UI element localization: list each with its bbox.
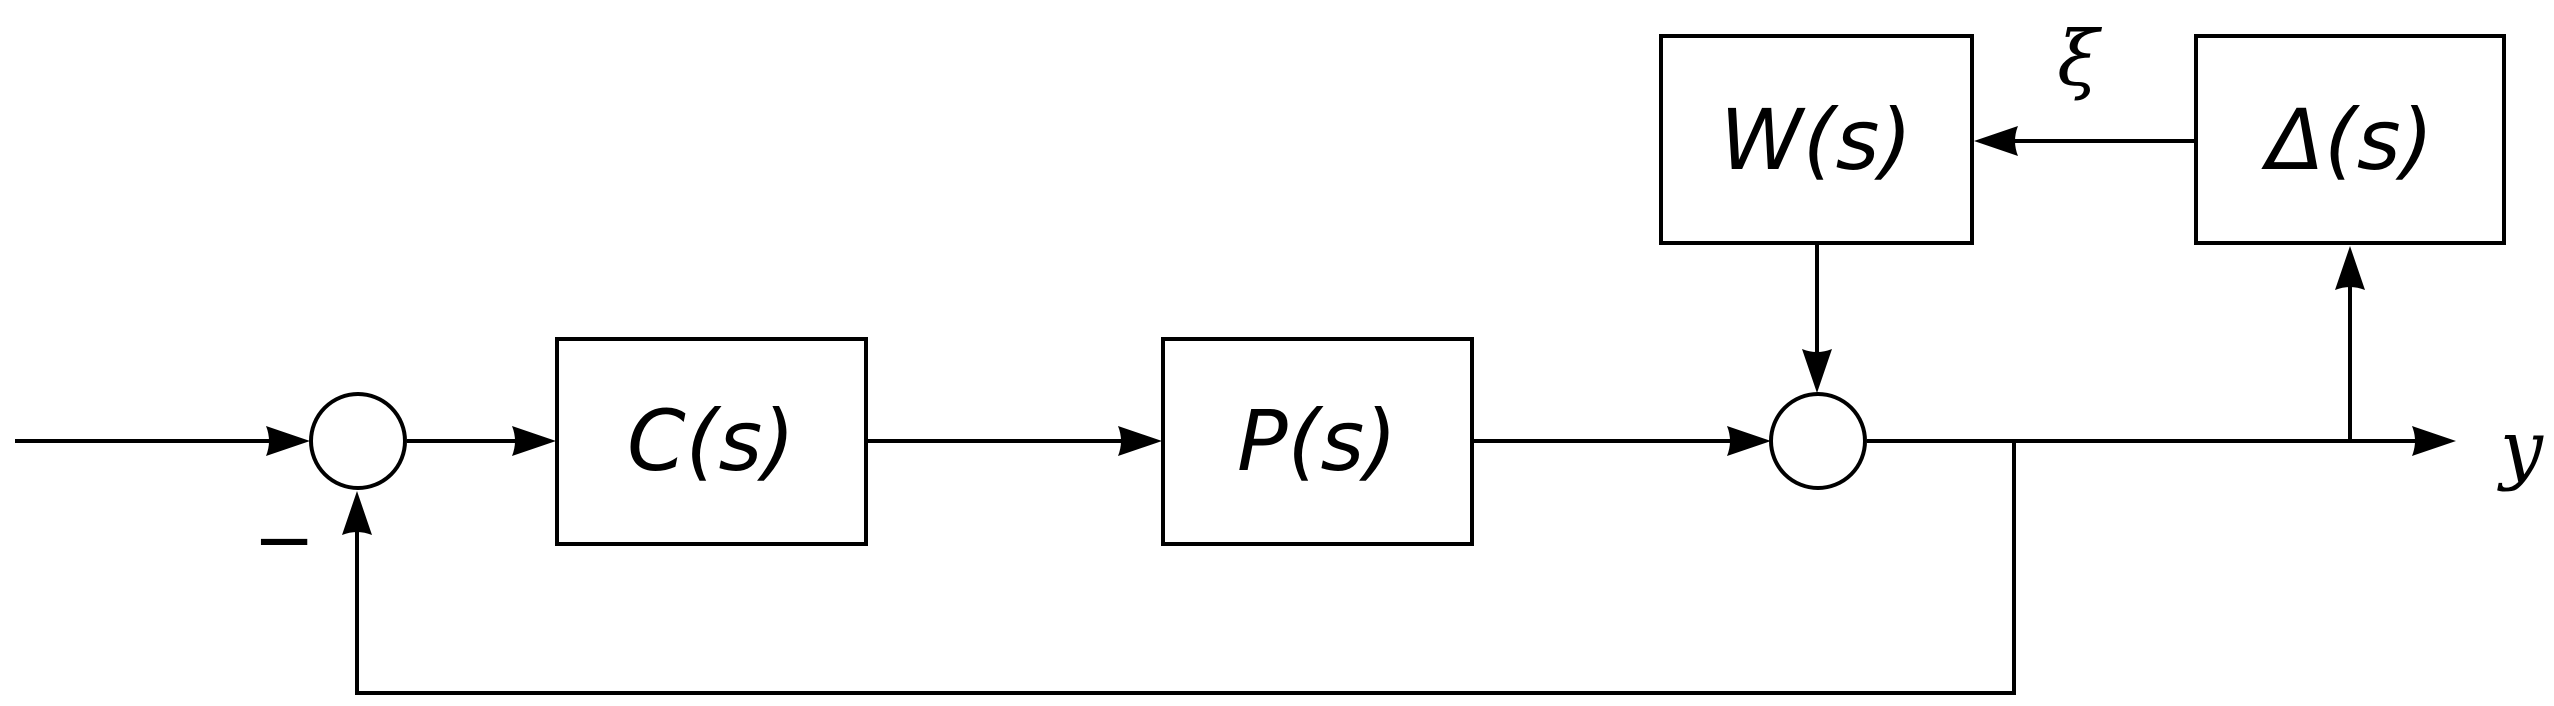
arrowhead-output [2412,426,2456,456]
uncertainty-label: Δ(s) [2261,91,2434,189]
feedback-sign-label: − [253,497,315,583]
arrowhead-uncertainty-input [2335,246,2365,290]
perturbation-label: ξ [2057,14,2102,103]
arrowhead-controller-input [512,426,556,456]
feedback-wire [355,441,2016,695]
controller-block: C(s) [555,337,868,546]
arrowhead-weight-input [1974,126,2018,156]
summing-junction-error [309,392,407,490]
arrowhead-feedback [342,491,372,535]
summing-junction-output [1769,392,1867,490]
output-label: y [2497,404,2544,493]
arrowhead-junction2-input [1727,426,1771,456]
weight-block: W(s) [1659,34,1974,245]
controller-label: C(s) [627,392,795,490]
arrowhead-junction2-disturbance [1802,349,1832,393]
arrowhead-plant-input [1118,426,1162,456]
plant-block: P(s) [1161,337,1474,546]
uncertainty-block: Δ(s) [2194,34,2506,245]
weight-label: W(s) [1720,91,1912,189]
arrowhead-junction1-input [266,426,310,456]
plant-label: P(s) [1237,392,1397,490]
